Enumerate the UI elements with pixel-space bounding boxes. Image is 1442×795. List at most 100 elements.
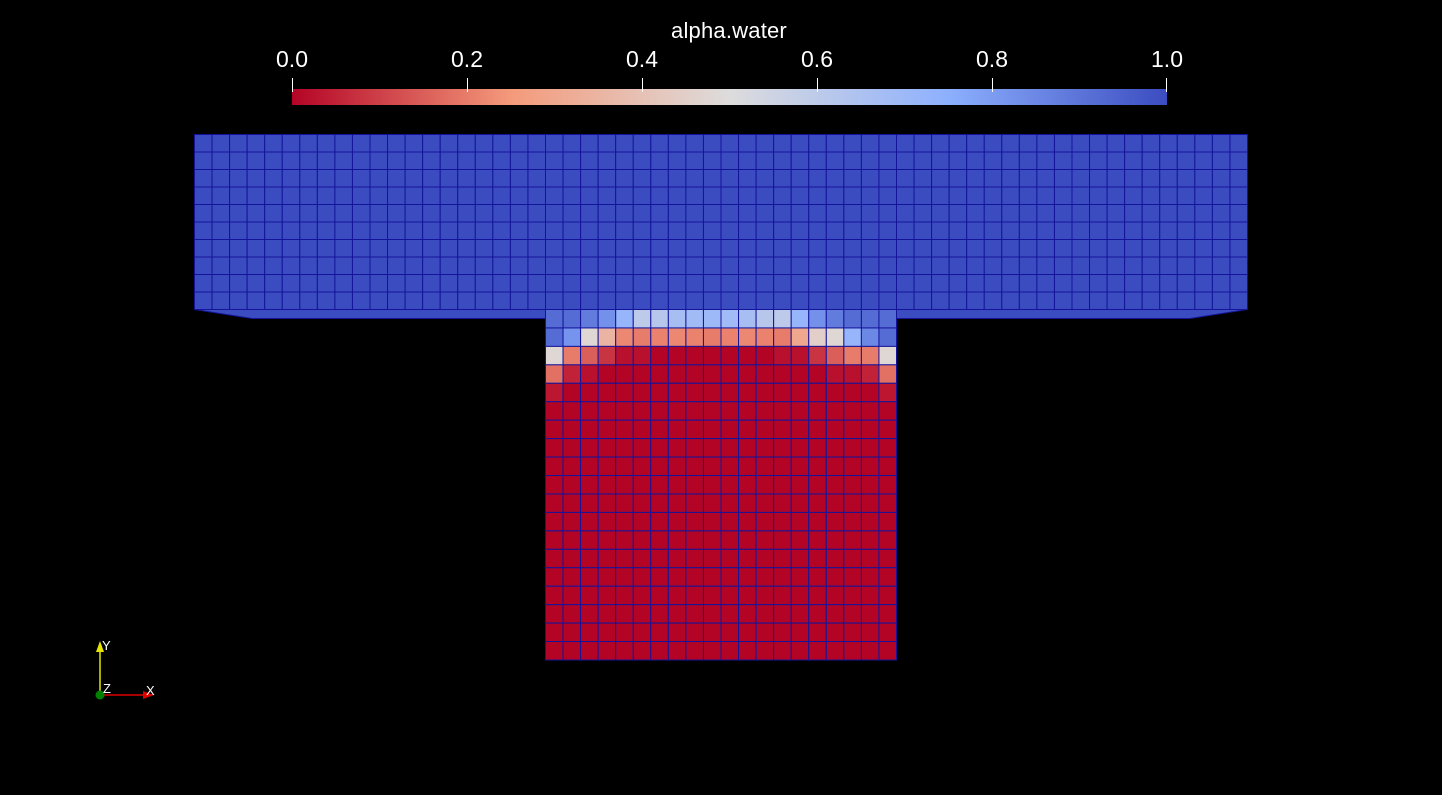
mesh-cell [685, 401, 704, 421]
mesh-cell [351, 239, 371, 258]
mesh-cell [738, 186, 757, 205]
mesh-cell [1211, 186, 1231, 205]
mesh-cell [913, 256, 933, 275]
mesh-cell [667, 548, 687, 569]
mesh-cell [1124, 204, 1143, 223]
mesh-cell [913, 204, 933, 223]
mesh-cell [1141, 274, 1161, 293]
mesh-cell [878, 221, 898, 240]
mesh-cell [632, 567, 652, 587]
mesh-cell [843, 567, 862, 587]
mesh-cell [369, 274, 389, 293]
mesh-cell [667, 475, 687, 495]
mesh-cell [1106, 204, 1126, 223]
mesh-cell [825, 274, 845, 293]
mesh-cell [562, 169, 582, 188]
mesh-cell [790, 511, 810, 532]
mesh-cell [580, 401, 599, 421]
mesh-cell [843, 438, 862, 458]
mesh-cell [685, 345, 704, 366]
mesh-cell [1089, 204, 1108, 223]
mesh-cell [878, 204, 898, 223]
mesh-cell [597, 604, 617, 624]
mesh-cell [580, 151, 599, 170]
axis-label-z: Z [103, 681, 111, 696]
mesh-cell [632, 419, 652, 440]
colorbar-tick-label: 0.6 [801, 46, 833, 72]
mesh-cell [580, 585, 599, 606]
mesh-cell [843, 364, 862, 384]
mesh-cell [755, 256, 775, 275]
mesh-cell [983, 186, 1003, 205]
mesh-cell [825, 604, 845, 624]
mesh-cell [878, 274, 898, 293]
mesh-cell [825, 401, 845, 421]
mesh-cell [702, 604, 722, 624]
mesh-cell [843, 475, 862, 495]
mesh-cell [1053, 221, 1073, 240]
mesh-cell [492, 151, 511, 170]
mesh-cell [527, 256, 547, 275]
mesh-cell [685, 309, 704, 329]
mesh-cell [808, 585, 827, 606]
mesh-cell [878, 548, 898, 569]
mesh-cell [878, 186, 898, 205]
mesh-cell [299, 204, 318, 223]
mesh-cell [545, 585, 564, 606]
mesh-cell [755, 239, 775, 258]
mesh-cell [474, 186, 494, 205]
mesh-cell [632, 291, 652, 310]
mesh-cell [773, 604, 792, 624]
mesh-cell [351, 291, 371, 310]
mesh-cell [615, 169, 634, 188]
mesh-cell [773, 309, 792, 329]
mesh-cell [702, 309, 722, 329]
mesh-cell [597, 364, 617, 384]
mesh-cell [597, 641, 617, 661]
mesh-cell [597, 345, 617, 366]
mesh-cell [738, 364, 757, 384]
mesh-cell [720, 186, 740, 205]
mesh-cell [860, 186, 880, 205]
mesh-cell [1053, 239, 1073, 258]
mesh-cell [194, 291, 213, 310]
mesh-cell [738, 345, 757, 366]
mesh-cell [562, 274, 582, 293]
mesh-cell [878, 364, 898, 384]
mesh-cell [194, 221, 213, 240]
mesh-cell [632, 382, 652, 403]
mesh-cell [773, 511, 792, 532]
mesh-cell [545, 456, 564, 477]
mesh-cell [1106, 186, 1126, 205]
mesh-cell [1229, 274, 1248, 293]
mesh-cell [702, 419, 722, 440]
mesh-cell [1036, 291, 1055, 310]
mesh-cell [562, 345, 582, 366]
mesh-cell [457, 274, 476, 293]
mesh-cell [597, 291, 617, 310]
mesh-cell [966, 239, 985, 258]
mesh-cell [860, 327, 880, 347]
mesh-cell [597, 151, 617, 170]
mesh-cell [1001, 291, 1020, 310]
mesh-cell [720, 438, 740, 458]
mesh-cell [1018, 169, 1038, 188]
colorbar-tick-label: 0.4 [626, 46, 658, 72]
mesh-cell [878, 493, 898, 513]
mesh-cell [1036, 134, 1055, 153]
mesh-cell [808, 134, 827, 153]
mesh-cell [615, 151, 634, 170]
mesh-cell [404, 221, 424, 240]
mesh-cell [685, 419, 704, 440]
mesh-cell [1089, 186, 1108, 205]
mesh-cell [457, 151, 476, 170]
mesh-cell [562, 604, 582, 624]
mesh-cell [808, 274, 827, 293]
mesh-cell [580, 604, 599, 624]
mesh-cell [387, 186, 406, 205]
mesh-cell [1001, 221, 1020, 240]
mesh-cell [1124, 186, 1143, 205]
mesh-cell [1229, 221, 1248, 240]
mesh-cell [931, 256, 950, 275]
mesh-cell [808, 151, 827, 170]
